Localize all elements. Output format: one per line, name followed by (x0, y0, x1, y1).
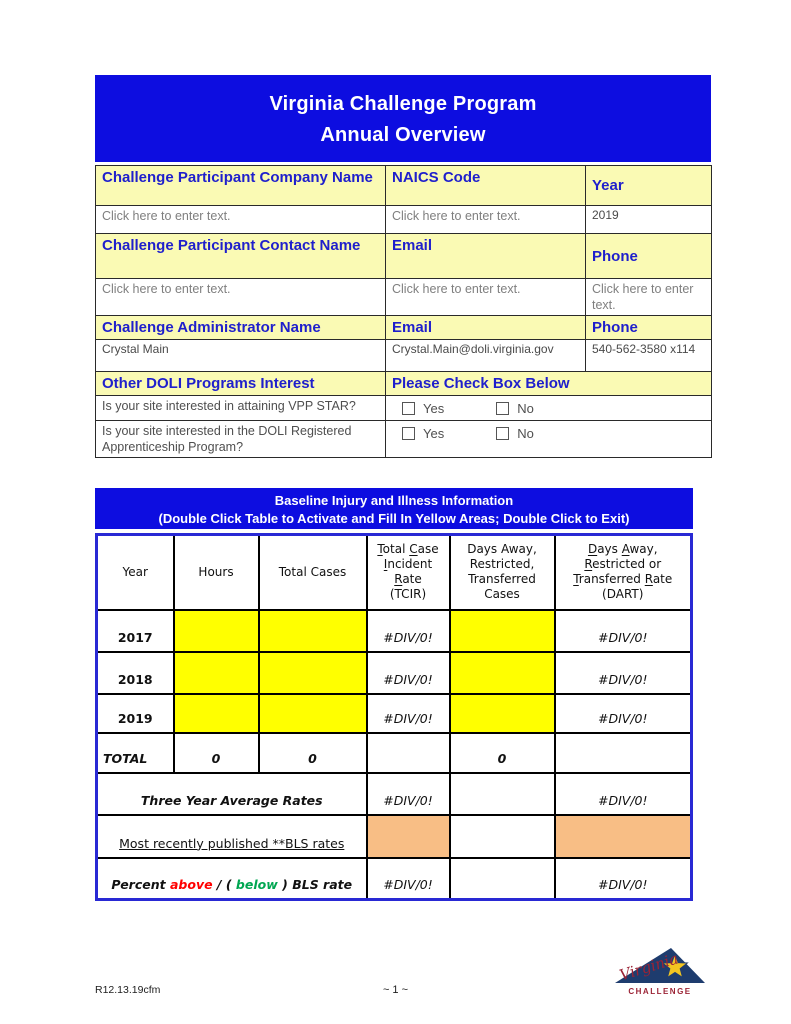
contact-phone-label: Phone (585, 233, 712, 279)
contact-email-input[interactable]: Click here to enter text. (385, 278, 586, 316)
datc-input-2018[interactable] (448, 650, 556, 695)
page-number: ~ 1 ~ (382, 984, 409, 996)
admin-email-value: Crystal.Main@doli.virginia.gov (385, 339, 586, 372)
col-header-hours: Hours (172, 533, 260, 611)
admin-name-value: Crystal Main (95, 339, 386, 372)
apprenticeship-no-label: No (517, 426, 534, 441)
admin-phone-value: 540-562-3580 x114 (585, 339, 712, 372)
vpp-yes-checkbox-icon[interactable] (402, 402, 415, 415)
col-header-total-cases: Total Cases (257, 533, 368, 611)
total-row-label: TOTAL (95, 731, 175, 774)
vpp-no-option: No (496, 401, 534, 416)
dart-value-2017: #DIV/0! (553, 608, 693, 653)
total-dart-cell (553, 731, 693, 774)
logo-caption-text: CHALLENGE (628, 987, 691, 996)
revision-code: R12.13.19cfm (95, 984, 161, 996)
total-cases-input-2018[interactable] (257, 650, 368, 695)
bls-datc-cell (448, 813, 556, 859)
year-label: Year (585, 165, 712, 206)
year-2017-label: 2017 (95, 608, 175, 653)
col-header-year: Year (95, 533, 175, 611)
avg-tcir-value: #DIV/0! (365, 771, 451, 816)
form-title-line1: Virginia Challenge Program (269, 93, 537, 115)
percent-dart-value: #DIV/0! (553, 856, 693, 901)
vpp-no-checkbox-icon[interactable] (496, 402, 510, 415)
vpp-star-question: Is your site interested in attaining VPP… (95, 395, 386, 421)
doli-programs-label: Other DOLI Programs Interest (95, 371, 386, 396)
total-cases-input-2017[interactable] (257, 608, 368, 653)
total-datc-value: 0 (448, 731, 556, 774)
naics-code-label: NAICS Code (385, 165, 586, 206)
apprenticeship-checkbox-cell: Yes No (385, 420, 712, 458)
contact-phone-input[interactable]: Click here to enter text. (585, 278, 712, 316)
logo-star-icon (661, 952, 689, 979)
total-hours-value: 0 (172, 731, 260, 774)
hours-input-2019[interactable] (172, 692, 260, 734)
virginia-challenge-logo: Virginia CHALLENGE (615, 948, 705, 996)
baseline-injury-table: Year Hours Total Cases Total Case Incide… (95, 533, 693, 901)
admin-name-label: Challenge Administrator Name (95, 315, 386, 340)
tcir-value-2017: #DIV/0! (365, 608, 451, 653)
form-title-banner: Virginia Challenge Program Annual Overvi… (95, 75, 711, 162)
tcir-value-2019: #DIV/0! (365, 692, 451, 734)
total-cases-value: 0 (257, 731, 368, 774)
apprenticeship-question: Is your site interested in the DOLI Regi… (95, 420, 386, 458)
contact-name-input[interactable]: Click here to enter text. (95, 278, 386, 316)
baseline-title-banner: Baseline Injury and Illness Information … (95, 488, 693, 529)
logo-mountain-triangle (615, 948, 705, 983)
below-text: below (235, 877, 278, 892)
total-tcir-cell (365, 731, 451, 774)
hours-input-2017[interactable] (172, 608, 260, 653)
datc-input-2019[interactable] (448, 692, 556, 734)
naics-code-input[interactable]: Click here to enter text. (385, 205, 586, 234)
checkbox-header-label: Please Check Box Below (385, 371, 712, 396)
three-year-average-label: Three Year Average Rates (95, 771, 368, 816)
datc-input-2017[interactable] (448, 608, 556, 653)
contact-name-label: Challenge Participant Contact Name (95, 233, 386, 279)
year-value-field[interactable]: 2019 (585, 205, 712, 234)
vpp-yes-option: Yes (402, 401, 444, 416)
bls-rates-link[interactable]: Most recently published **BLS rates (95, 813, 368, 859)
contact-email-label: Email (385, 233, 586, 279)
avg-datc-cell (448, 771, 556, 816)
admin-phone-label: Phone (585, 315, 712, 340)
baseline-title-line1: Baseline Injury and Illness Information (274, 493, 514, 508)
percent-above-below-label: Percent above / ( below ) BLS rate (95, 856, 368, 901)
participant-info-table: Challenge Participant Company Name NAICS… (95, 165, 712, 458)
year-2018-label: 2018 (95, 650, 175, 695)
apprenticeship-no-checkbox-icon[interactable] (496, 427, 510, 440)
dart-value-2019: #DIV/0! (553, 692, 693, 734)
apprenticeship-yes-checkbox-icon[interactable] (402, 427, 415, 440)
dart-value-2018: #DIV/0! (553, 650, 693, 695)
col-header-dart: Days Away, Restricted or Transferred Rat… (553, 533, 693, 611)
company-name-label: Challenge Participant Company Name (95, 165, 386, 206)
apprenticeship-no-option: No (496, 426, 534, 441)
percent-datc-cell (448, 856, 556, 901)
year-2019-label: 2019 (95, 692, 175, 734)
percent-tcir-value: #DIV/0! (365, 856, 451, 901)
admin-email-label: Email (385, 315, 586, 340)
company-name-input[interactable]: Click here to enter text. (95, 205, 386, 234)
apprenticeship-yes-option: Yes (402, 426, 444, 441)
hours-input-2018[interactable] (172, 650, 260, 695)
vpp-star-checkbox-cell: Yes No (385, 395, 712, 421)
total-cases-input-2019[interactable] (257, 692, 368, 734)
apprenticeship-yes-label: Yes (423, 426, 445, 441)
tcir-value-2018: #DIV/0! (365, 650, 451, 695)
avg-dart-value: #DIV/0! (553, 771, 693, 816)
form-title-line2: Annual Overview (320, 124, 486, 146)
vpp-yes-label: Yes (423, 401, 445, 416)
bls-dart-input[interactable] (553, 813, 693, 859)
col-header-tcir: Total Case Incident Rate (TCIR) (365, 533, 451, 611)
bls-tcir-input[interactable] (365, 813, 451, 859)
col-header-datc: Days Away, Restricted, Transferred Cases (448, 533, 556, 611)
above-text: above (169, 877, 213, 892)
vpp-no-label: No (517, 401, 534, 416)
baseline-title-line2: (Double Click Table to Activate and Fill… (158, 511, 630, 526)
